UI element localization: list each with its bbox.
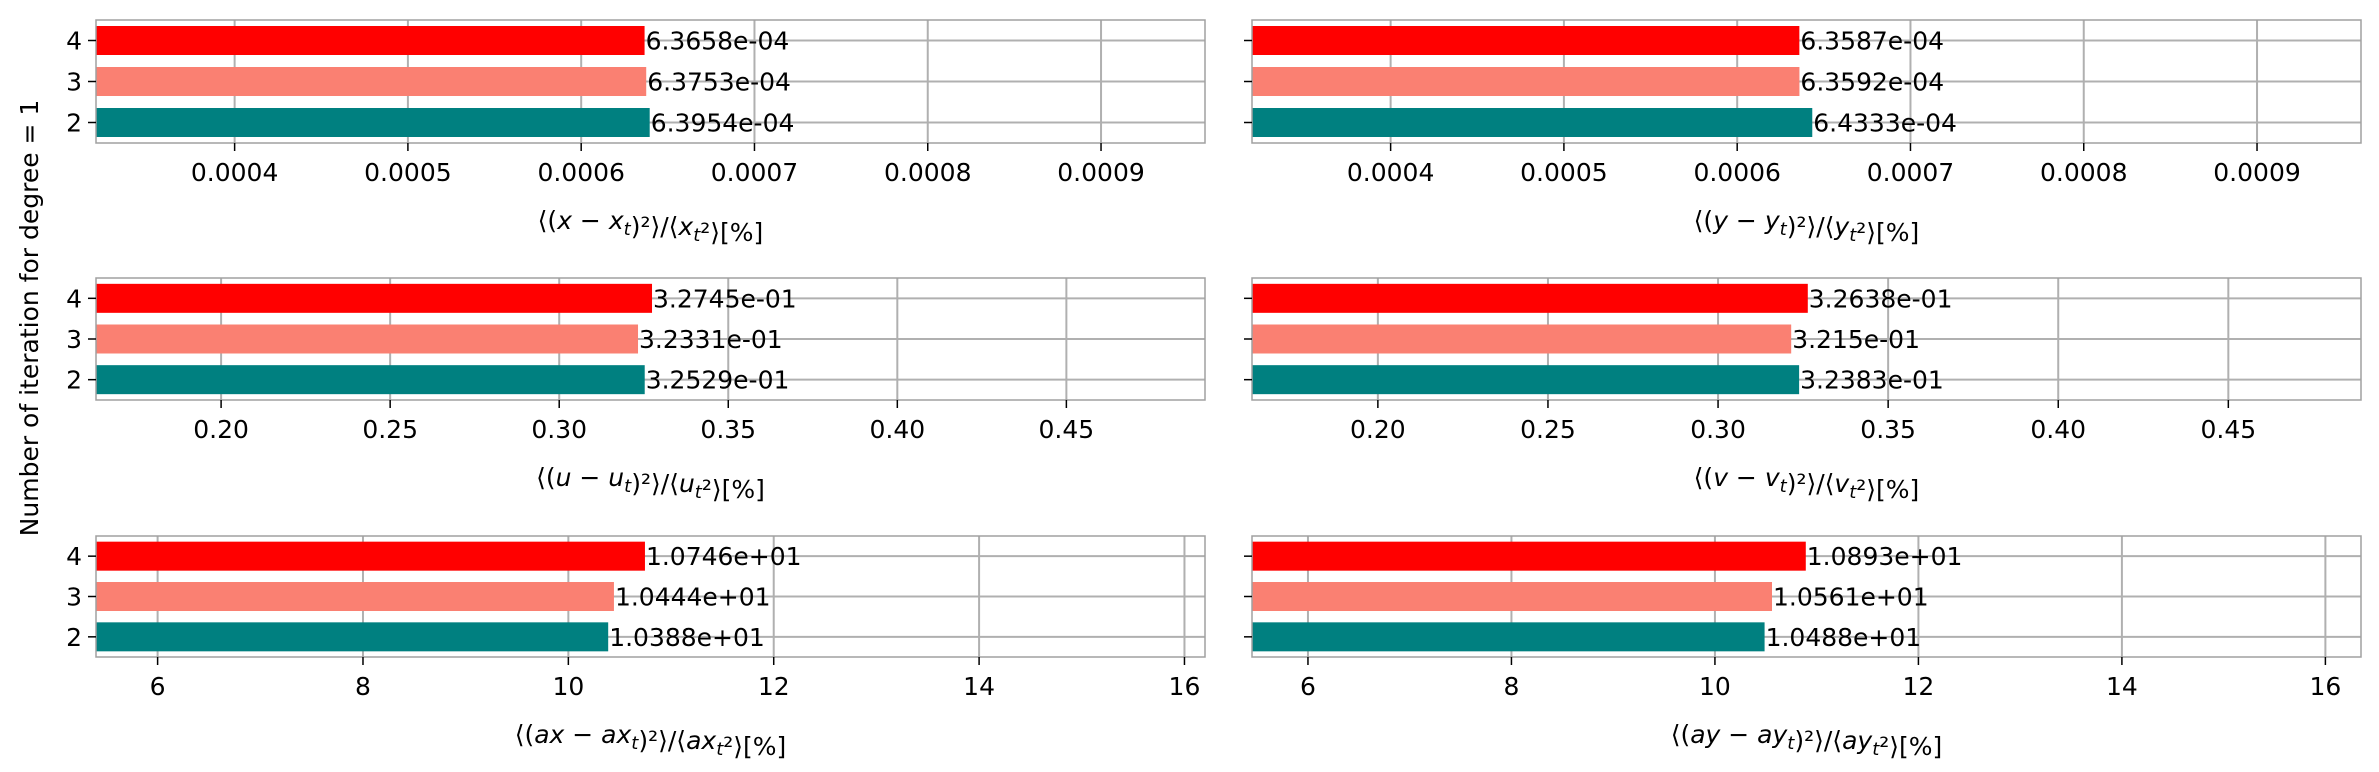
chart-panel-1: 6.3954e-04 6.3753e-04 6.3658e-04 2 3 4 0.0004 0… (66, 19, 1206, 247)
bar-iteration-3 (1252, 582, 1773, 611)
x-tick-label: 14 (2106, 672, 2138, 701)
bar-value-label: 3.2383e-01 (1800, 366, 1944, 395)
y-tick-label: 4 (66, 27, 82, 56)
x-tick-label: 0.40 (2030, 415, 2086, 444)
chart-panel-2: 6.4333e-04 6.3592e-04 6.3587e-04 0.0004 0.00… (1244, 19, 2362, 247)
y-tick-label: 2 (66, 109, 82, 138)
bar-iteration-4 (96, 283, 653, 313)
bar-iteration-4 (1252, 283, 1808, 313)
x-tick-label: 0.0007 (1867, 158, 1954, 187)
x-tick-label: 10 (552, 672, 584, 701)
chart-panel-4: 3.2383e-01 3.215e-01 3.2638e-01 0.20 0.25 0.3… (1244, 277, 2362, 504)
x-tick-label: 16 (1169, 672, 1201, 701)
bar-value-label: 3.2529e-01 (646, 366, 790, 395)
bar-value-label: 1.0488e+01 (1766, 623, 1922, 652)
x-tick-label: 0.20 (1350, 415, 1406, 444)
bar-value-label: 6.3954e-04 (651, 109, 795, 138)
x-tick-label: 12 (758, 672, 790, 701)
x-axis-label: ⟨(u − ut)²⟩/⟨ut²⟩[%] (536, 463, 765, 504)
x-tick-label: 16 (2309, 672, 2341, 701)
x-tick-label: 12 (1903, 672, 1935, 701)
x-tick-label: 10 (1699, 672, 1731, 701)
bar-iteration-3 (1252, 324, 1792, 354)
x-tick-label: 0.0004 (1347, 158, 1434, 187)
x-tick-label: 0.0006 (1693, 158, 1780, 187)
bar-value-label: 1.0746e+01 (646, 542, 802, 571)
x-axis-label: ⟨(v − vt)²⟩/⟨vt²⟩[%] (1694, 463, 1920, 504)
bar-iteration-4 (96, 26, 645, 55)
x-tick-label: 0.25 (1520, 415, 1576, 444)
x-tick-label: 6 (1300, 672, 1316, 701)
x-tick-label: 0.35 (1860, 415, 1916, 444)
x-axis-label: ⟨(ax − axt)²⟩/⟨axt²⟩[%] (515, 720, 787, 761)
bar-iteration-2 (96, 108, 650, 137)
bar-iteration-3 (96, 67, 647, 96)
x-tick-label: 14 (963, 672, 995, 701)
bar-value-label: 1.0893e+01 (1807, 542, 1963, 571)
bar-iteration-4 (1252, 26, 1800, 55)
y-tick-label: 2 (66, 623, 82, 652)
x-tick-label: 0.0004 (191, 158, 278, 187)
bar-value-label: 6.3753e-04 (647, 68, 791, 97)
x-tick-label: 0.30 (531, 415, 587, 444)
y-tick-label: 2 (66, 366, 82, 395)
bar-iteration-2 (96, 622, 609, 652)
bar-iteration-3 (1252, 67, 1800, 96)
bar-iteration-4 (96, 541, 645, 571)
bar-iteration-4 (1252, 541, 1806, 571)
x-tick-label: 8 (1503, 672, 1519, 701)
y-tick-label: 4 (66, 542, 82, 571)
x-tick-label: 6 (150, 672, 166, 701)
bar-iteration-2 (96, 365, 645, 395)
bar-iteration-3 (96, 324, 639, 354)
bar-iteration-2 (1252, 365, 1800, 395)
bar-iteration-2 (1252, 108, 1813, 137)
y-tick-label: 3 (66, 325, 82, 354)
y-tick-label: 3 (66, 68, 82, 97)
bar-iteration-3 (96, 582, 614, 611)
x-tick-label: 0.40 (869, 415, 925, 444)
x-tick-label: 0.0007 (711, 158, 798, 187)
chart-panel-3: 3.2529e-01 3.2331e-01 3.2745e-01 2 3 4 0.20 0.2… (66, 277, 1206, 504)
x-tick-label: 0.0009 (1057, 158, 1144, 187)
x-axis-label: ⟨(y − yt)²⟩/⟨yt²⟩[%] (1694, 206, 1920, 247)
x-tick-label: 0.0009 (2213, 158, 2300, 187)
x-axis-label: ⟨(x − xt)²⟩/⟨xt²⟩[%] (538, 206, 764, 247)
x-tick-label: 0.45 (1039, 415, 1095, 444)
x-tick-label: 0.30 (1690, 415, 1746, 444)
bar-value-label: 1.0561e+01 (1773, 583, 1929, 612)
x-tick-label: 0.25 (362, 415, 418, 444)
x-tick-label: 0.0005 (1520, 158, 1607, 187)
bar-value-label: 1.0444e+01 (615, 583, 771, 612)
x-tick-label: 0.35 (700, 415, 756, 444)
x-tick-label: 0.0008 (884, 158, 971, 187)
x-axis-label: ⟨(ay − ayt)²⟩/⟨ayt²⟩[%] (1671, 720, 1943, 761)
bar-value-label: 6.3592e-04 (1800, 68, 1944, 97)
x-tick-label: 8 (355, 672, 371, 701)
bar-value-label: 6.3658e-04 (646, 27, 790, 56)
figure-y-axis-label: Number of iteration for degree = 1 (15, 100, 44, 537)
x-tick-label: 0.20 (193, 415, 249, 444)
chart-panel-6: 1.0488e+01 1.0561e+01 1.0893e+01 6 8 10 12 14 16… (1244, 535, 2362, 761)
bar-value-label: 6.3587e-04 (1800, 27, 1944, 56)
y-tick-label: 4 (66, 284, 82, 313)
bar-value-label: 3.215e-01 (1792, 325, 1920, 354)
x-tick-label: 0.45 (2200, 415, 2256, 444)
x-tick-label: 0.0008 (2040, 158, 2127, 187)
bar-iteration-2 (1252, 622, 1765, 652)
bar-value-label: 6.4333e-04 (1813, 109, 1957, 138)
bar-value-label: 3.2331e-01 (639, 325, 783, 354)
chart-panel-5: 1.0388e+01 1.0444e+01 1.0746e+01 2 3 4 6 8 10 12 1… (66, 535, 1206, 761)
bar-value-label: 1.0388e+01 (609, 623, 765, 652)
bar-value-label: 3.2745e-01 (653, 284, 797, 313)
x-tick-label: 0.0006 (537, 158, 624, 187)
x-tick-label: 0.0005 (364, 158, 451, 187)
bar-value-label: 3.2638e-01 (1809, 284, 1953, 313)
y-tick-label: 3 (66, 583, 82, 612)
